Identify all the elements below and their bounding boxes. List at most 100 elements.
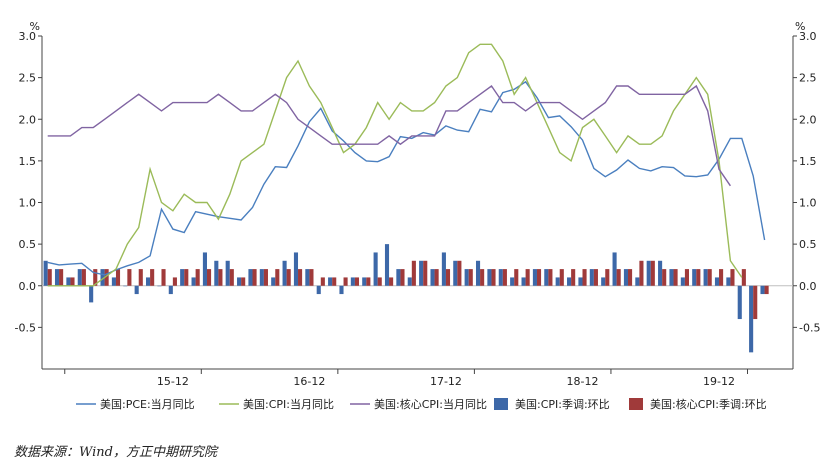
bar bbox=[286, 269, 291, 286]
legend-label: 美国:CPI:当月同比 bbox=[243, 397, 334, 411]
bar bbox=[612, 252, 617, 286]
bar bbox=[184, 269, 189, 286]
bar bbox=[66, 277, 71, 286]
bar bbox=[559, 269, 564, 286]
bar bbox=[468, 269, 473, 286]
bar bbox=[271, 277, 276, 286]
y-tick-label-left: 1.5 bbox=[19, 155, 37, 168]
bar bbox=[532, 269, 537, 286]
bar bbox=[218, 269, 223, 286]
legend-swatch bbox=[494, 398, 508, 410]
bar bbox=[680, 277, 685, 286]
bar bbox=[316, 285, 321, 295]
bar bbox=[760, 285, 765, 295]
y-tick-label-right: 0.5 bbox=[799, 238, 817, 251]
bar bbox=[726, 277, 731, 286]
series-line bbox=[47, 84, 731, 187]
source-note: 数据来源：Wind，方正中期研究院 bbox=[14, 445, 217, 460]
bar bbox=[635, 277, 640, 286]
x-tick-label: 18-12 bbox=[567, 375, 599, 388]
y-tick-label-left: 2.5 bbox=[19, 72, 37, 85]
axes: % %3.0 3.02.5 2.52.0 2.01.5 1.51.0 1.00.5 0.50.… bbox=[15, 20, 821, 388]
x-tick-label: 17-12 bbox=[430, 375, 462, 388]
bar bbox=[343, 277, 348, 286]
bar bbox=[93, 269, 98, 286]
bar bbox=[544, 269, 549, 286]
bar bbox=[749, 285, 754, 353]
bar bbox=[555, 277, 560, 286]
bar bbox=[589, 269, 594, 286]
bar bbox=[248, 269, 253, 286]
bar bbox=[741, 269, 746, 286]
bar bbox=[373, 252, 378, 286]
bar bbox=[673, 269, 678, 286]
bar bbox=[616, 269, 621, 286]
bar bbox=[134, 285, 139, 295]
bar bbox=[229, 269, 234, 286]
bar bbox=[43, 260, 48, 286]
bar bbox=[389, 277, 394, 286]
bar bbox=[441, 252, 446, 286]
bar bbox=[669, 269, 674, 286]
y-tick-label-left: 3.0 bbox=[19, 30, 37, 43]
bar bbox=[480, 269, 485, 286]
bar bbox=[457, 260, 462, 286]
bar bbox=[259, 269, 264, 286]
bar bbox=[70, 277, 75, 286]
bar bbox=[161, 269, 166, 286]
bar bbox=[536, 269, 542, 286]
bar bbox=[309, 269, 314, 286]
bar bbox=[150, 269, 155, 286]
y-tick-label-left: 1.0 bbox=[19, 197, 37, 210]
bar bbox=[407, 277, 412, 286]
bar bbox=[282, 260, 287, 286]
bar bbox=[252, 269, 257, 286]
bar bbox=[567, 277, 572, 286]
bar bbox=[605, 269, 610, 286]
y-tick-label-left: 0.5 bbox=[19, 238, 37, 251]
bar bbox=[593, 269, 598, 286]
bar bbox=[180, 269, 185, 286]
bar bbox=[696, 269, 701, 286]
bar bbox=[692, 269, 697, 286]
bar bbox=[305, 269, 310, 286]
bar bbox=[237, 277, 242, 286]
bar bbox=[445, 269, 451, 286]
bar bbox=[601, 277, 606, 286]
bar bbox=[730, 269, 735, 286]
bar bbox=[263, 269, 268, 286]
bar bbox=[168, 285, 173, 295]
bar bbox=[737, 285, 742, 320]
bar bbox=[502, 269, 507, 286]
bar bbox=[100, 269, 105, 286]
y-tick-label-right: -0.5 bbox=[799, 321, 820, 334]
bar bbox=[514, 269, 519, 286]
x-tick-label: 19-12 bbox=[703, 375, 735, 388]
bar bbox=[434, 269, 439, 286]
bar bbox=[571, 269, 576, 286]
bar bbox=[339, 285, 344, 295]
bar bbox=[293, 252, 299, 286]
left-unit: % bbox=[30, 20, 40, 33]
bar bbox=[384, 244, 390, 286]
bar bbox=[81, 269, 86, 286]
bar bbox=[377, 277, 382, 286]
bar bbox=[320, 277, 325, 286]
y-tick-label-right: 1.5 bbox=[799, 155, 817, 168]
y-tick-label-left: 0.0 bbox=[19, 280, 37, 293]
bar bbox=[548, 269, 553, 286]
y-tick-label-left: 2.0 bbox=[19, 113, 37, 126]
bar bbox=[646, 260, 651, 286]
bar bbox=[59, 269, 64, 286]
lines bbox=[47, 43, 766, 287]
bar bbox=[206, 269, 212, 286]
bar bbox=[146, 277, 151, 286]
bar bbox=[525, 269, 530, 286]
y-tick-label-left: -0.5 bbox=[15, 321, 36, 334]
y-tick-label-right: 3.0 bbox=[799, 30, 817, 43]
y-tick-label-right: 0.0 bbox=[799, 280, 817, 293]
legend-swatch bbox=[629, 398, 643, 410]
bar bbox=[491, 269, 496, 286]
series-line bbox=[47, 43, 743, 287]
